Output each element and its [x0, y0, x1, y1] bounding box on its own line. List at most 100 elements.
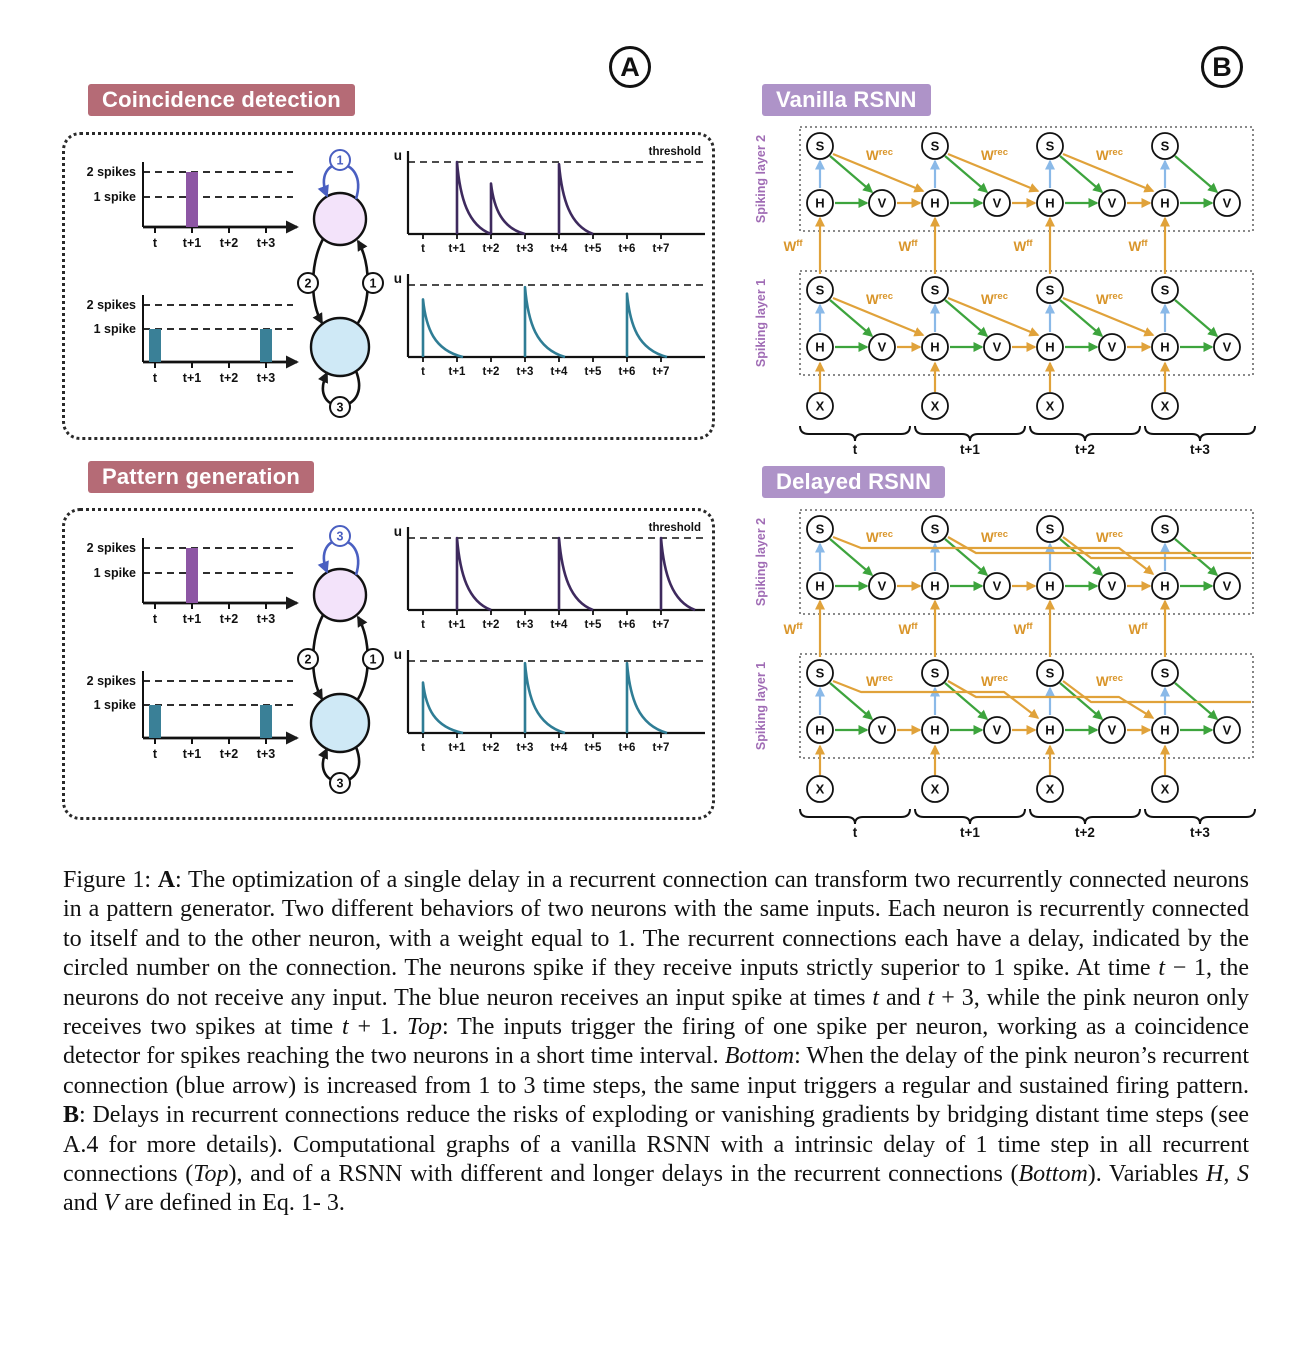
s-node — [921, 515, 949, 543]
h-node-label: H — [1160, 579, 1169, 594]
v-node — [983, 333, 1011, 361]
time-step-label: t+1 — [960, 825, 980, 840]
s-node-label: S — [1161, 283, 1170, 298]
panel-a-label: A — [609, 46, 651, 88]
x-node — [1036, 392, 1064, 420]
layer-box — [799, 270, 1254, 376]
input-spike-bar — [149, 705, 161, 738]
delay-number: 2 — [305, 277, 312, 291]
wrec-delay-arrow — [947, 680, 1155, 719]
h-node-label: H — [815, 340, 824, 355]
caption-segment: t — [872, 984, 880, 1011]
inter-layer-and-inputs: Wff Xt Wff Xt+1 Wff Xt+2 Wff Xt+3 — [783, 599, 1256, 840]
time-step-label: t+2 — [1075, 442, 1095, 457]
input-spike-bar — [149, 329, 161, 362]
weight-label: Wff — [1013, 238, 1033, 254]
raster-tick-label: t — [153, 371, 158, 385]
figure-caption: Figure 1: A: The optimization of a singl… — [63, 866, 1249, 1219]
raster-tick-label: t — [153, 747, 158, 761]
raster-y-label: 2 spikes — [87, 541, 136, 555]
weight-label: Wrec — [981, 529, 1008, 545]
h-node — [1036, 572, 1064, 600]
x-node-label: X — [1161, 399, 1170, 414]
raster-tick-label: t+3 — [257, 747, 275, 761]
u-spike-curve — [421, 298, 464, 359]
pattern-generation-box: 2 spikes 1 spike t t+1 t+2 t+3 2 spikes 1 spike… — [62, 508, 715, 820]
caption-segment: V — [103, 1190, 119, 1217]
inter-layer-and-inputs: Wff Xt Wff Xt+1 Wff Xt+2 Wff Xt+3 — [783, 216, 1256, 457]
raster-y-label: 1 spike — [94, 190, 136, 204]
u-tick-label: t+6 — [619, 243, 636, 255]
caption-segment: + 1. — [348, 1014, 407, 1041]
time-step-label: t — [853, 442, 858, 457]
time-brace — [914, 425, 1026, 442]
x-node-label: X — [1161, 782, 1170, 797]
raster-blue-input: 2 spikes 1 spike t t+1 t+2 t+3 — [87, 295, 299, 385]
v-node — [1098, 333, 1126, 361]
layer-label: Spiking layer 1 — [754, 279, 768, 367]
v-node — [1213, 333, 1241, 361]
weight-label: Wrec — [866, 291, 893, 307]
s-node-label: S — [1161, 139, 1170, 154]
x-node — [1151, 775, 1179, 803]
raster-tick-label: t+2 — [220, 747, 238, 761]
weight-label: Wrec — [866, 529, 893, 545]
wrec-delay-arrow — [1062, 680, 1251, 704]
s-node — [921, 132, 949, 160]
v-node-label: V — [878, 579, 887, 594]
weight-label: Wrec — [1096, 673, 1123, 689]
spiking-layer-1: Spiking layer 1 Wrec Wrec Wrec S H V S H V S H V S H V — [754, 653, 1254, 759]
caption-segment: : The inputs trigger the firing of one s… — [63, 1014, 1249, 1070]
weight-label: Wff — [898, 238, 918, 254]
u-axis-label: u — [394, 524, 402, 539]
u-spike-curve — [625, 661, 668, 735]
s-node — [1036, 515, 1064, 543]
h-node-label: H — [930, 723, 939, 738]
v-node-label: V — [1223, 340, 1232, 355]
h-node-label: H — [1045, 340, 1054, 355]
u-tick-label: t+7 — [653, 366, 670, 378]
layer-box — [799, 653, 1254, 759]
u-tick-label: t+7 — [653, 619, 670, 631]
delay-badge — [297, 648, 319, 670]
u-tick-label: t+1 — [449, 742, 467, 754]
s-node — [1036, 132, 1064, 160]
h-node — [921, 189, 949, 217]
time-step-label: t — [853, 825, 858, 840]
u-tick-label: t — [421, 366, 425, 378]
time-brace — [799, 808, 911, 825]
s-node — [1036, 659, 1064, 687]
s-to-v-arrow — [829, 299, 874, 337]
s-node — [806, 132, 834, 160]
s-node — [1151, 276, 1179, 304]
s-node-label: S — [1046, 283, 1055, 298]
h-node-label: H — [1045, 723, 1054, 738]
weight-label: Wrec — [866, 147, 893, 163]
x-node-label: X — [931, 782, 940, 797]
caption-segment: and — [879, 984, 928, 1011]
x-node-label: X — [1046, 399, 1055, 414]
h-node-label: H — [1160, 196, 1169, 211]
h-node-label: H — [1045, 579, 1054, 594]
v-node-label: V — [993, 196, 1002, 211]
u-axis-label: u — [394, 148, 402, 163]
s-node-label: S — [931, 666, 940, 681]
caption-segment: Top — [406, 1014, 443, 1041]
x-node — [921, 775, 949, 803]
h-node-label: H — [815, 196, 824, 211]
v-node — [1098, 716, 1126, 744]
spiking-layer-2: Spiking layer 2 Wrec Wrec Wrec S H V S H V S H V S H V — [754, 509, 1254, 615]
s-node-label: S — [931, 522, 940, 537]
s-node-label: S — [931, 139, 940, 154]
coincidence-detection-box: 2 spikes 1 spike t t+1 t+2 t+3 2 spikes 1 spike… — [62, 132, 715, 440]
weight-label: Wrec — [1096, 147, 1123, 163]
u-tick-label: t+3 — [517, 619, 534, 631]
h-node — [1151, 716, 1179, 744]
wrec-arrow — [1062, 296, 1155, 337]
v-node — [1098, 189, 1126, 217]
u-tick-label: t+4 — [551, 619, 569, 631]
raster-blue-input: 2 spikes 1 spike t t+1 t+2 t+3 — [87, 671, 299, 761]
v-node — [1098, 572, 1126, 600]
u-tick-label: t+6 — [619, 619, 636, 631]
layer-label: Spiking layer 2 — [754, 518, 768, 606]
